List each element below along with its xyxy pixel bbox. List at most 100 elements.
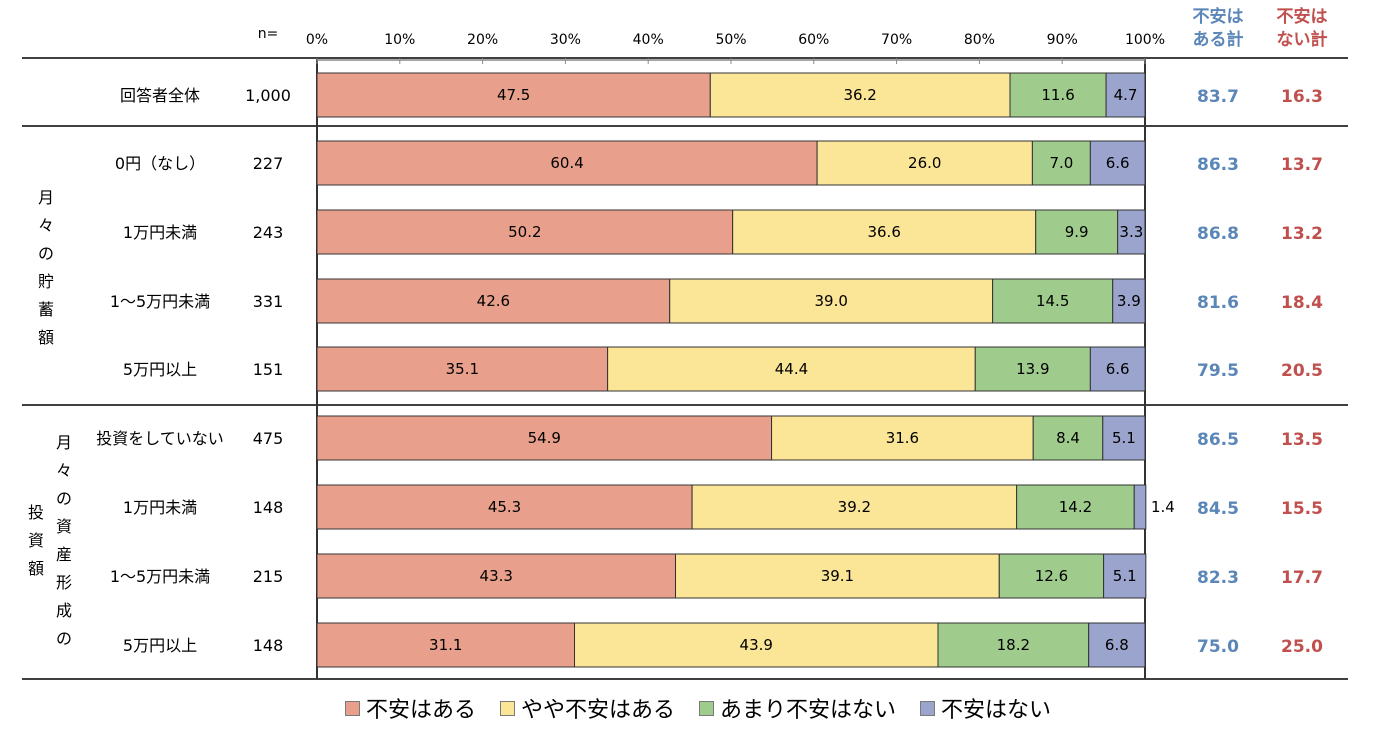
data-label: 7.0	[1049, 154, 1073, 172]
bar-segment-anxious	[316, 484, 693, 530]
bar-segment-not-anxious	[1088, 622, 1146, 668]
bar-segment-somewhat-anxious	[669, 278, 994, 324]
n-value: 1,000	[245, 86, 291, 105]
bar-segment-somewhat-anxious	[816, 140, 1033, 186]
data-label: 43.9	[740, 636, 773, 654]
legend-item: あまり不安はない	[699, 692, 896, 724]
sum-some-anxiety-value: 86.5	[1197, 430, 1239, 450]
data-label: 36.2	[843, 86, 876, 104]
legend-label: 不安はある	[366, 698, 477, 723]
sum-some-anxiety-value: 81.6	[1197, 293, 1239, 313]
bar-segment-not-anxious	[1105, 72, 1146, 118]
sum-no-anxiety-value: 13.2	[1281, 224, 1323, 244]
data-label: 39.2	[838, 498, 871, 516]
legend-swatch	[920, 700, 936, 716]
sum-no-anxiety-value: 17.7	[1281, 568, 1323, 588]
bar-segment-not-very-anxious	[1009, 72, 1107, 118]
x-tick-label: 80%	[964, 32, 995, 48]
group-label-savings-char: 額	[38, 328, 54, 347]
bar-segment-not-anxious	[1133, 484, 1147, 530]
sum-some-anxiety-value: 82.3	[1197, 568, 1239, 588]
legend-swatch	[500, 700, 516, 716]
sum-some-anxiety-value: 83.7	[1197, 87, 1239, 107]
bar-segment-somewhat-anxious	[607, 346, 976, 392]
data-label: 31.1	[429, 636, 462, 654]
sum-no-anxiety-value: 20.5	[1281, 361, 1323, 381]
row-label: 5万円以上	[123, 636, 197, 655]
data-label: 35.1	[446, 360, 479, 378]
data-label: 26.0	[908, 154, 941, 172]
group-label-investment-char: 成	[56, 601, 72, 620]
row-label: 1万円未満	[123, 498, 197, 517]
data-label: 31.6	[886, 429, 919, 447]
n-value: 243	[253, 223, 284, 242]
x-tick-label: 100%	[1125, 32, 1165, 48]
data-label: 39.0	[814, 292, 847, 310]
x-tick-label: 40%	[633, 32, 664, 48]
data-label: 44.4	[775, 360, 808, 378]
row-label: 投資をしていない	[96, 429, 224, 448]
legend: 不安はある やや不安はある あまり不安はない 不安はない	[345, 692, 1051, 724]
group-label-investment-char: 資	[28, 531, 44, 550]
bar-segment-somewhat-anxious	[574, 622, 939, 668]
bar-segment-anxious	[316, 278, 671, 324]
data-label: 14.2	[1059, 498, 1092, 516]
data-label: 43.3	[480, 567, 513, 585]
legend-item: やや不安はある	[500, 692, 675, 724]
data-label: 39.1	[821, 567, 854, 585]
x-tick-label: 20%	[467, 32, 498, 48]
group-label-investment-char: 資	[56, 517, 72, 536]
bar-segment-anxious	[316, 346, 609, 392]
legend-label: やや不安はある	[521, 698, 676, 723]
sum-no-anxiety-value: 15.5	[1281, 499, 1323, 519]
row-label: 5万円以上	[123, 360, 197, 379]
x-tick-label: 90%	[1047, 32, 1078, 48]
bar-segment-anxious	[316, 415, 773, 461]
x-tick-label: 0%	[306, 32, 328, 48]
sum-some-anxiety-value: 86.3	[1197, 155, 1239, 175]
x-tick-label: 50%	[715, 32, 746, 48]
sum-header-some-anxiety: 不安は	[1193, 6, 1244, 27]
n-value: 475	[253, 429, 284, 448]
x-tick-label: 60%	[798, 32, 829, 48]
n-value: 215	[253, 567, 284, 586]
sum-no-anxiety-value: 16.3	[1281, 87, 1323, 107]
n-header: n=	[258, 26, 279, 42]
x-tick-label: 70%	[881, 32, 912, 48]
bar-segment-somewhat-anxious	[675, 553, 1000, 599]
data-label: 11.6	[1041, 86, 1074, 104]
row-label: 1万円未満	[123, 223, 197, 242]
data-label: 12.6	[1035, 567, 1068, 585]
n-value: 148	[253, 498, 284, 517]
n-value: 331	[253, 292, 284, 311]
group-label-investment-char: 々	[56, 461, 72, 480]
bar-segment-not-anxious	[1112, 278, 1146, 324]
legend-swatch	[699, 700, 715, 716]
bar-segment-not-anxious	[1089, 346, 1146, 392]
sum-some-anxiety-value: 75.0	[1197, 637, 1239, 657]
bar-segment-anxious	[316, 72, 711, 118]
group-label-savings-char: 蓄	[38, 300, 54, 319]
data-label: 6.8	[1105, 636, 1129, 654]
legend-label: 不安はない	[941, 698, 1052, 723]
sum-no-anxiety-value: 13.5	[1281, 430, 1323, 450]
x-tick-label: 30%	[550, 32, 581, 48]
bar-segment-not-anxious	[1102, 415, 1146, 461]
sum-header-no-anxiety: 不安は	[1277, 6, 1328, 27]
bar-segment-not-anxious	[1103, 553, 1147, 599]
bar-segment-anxious	[316, 622, 576, 668]
group-label-investment-char: 投	[28, 503, 44, 522]
bar-segment-not-very-anxious	[1016, 484, 1135, 530]
data-label: 18.2	[997, 636, 1030, 654]
x-tick-label: 10%	[384, 32, 415, 48]
sum-some-anxiety-value: 79.5	[1197, 361, 1239, 381]
group-label-savings-char: 貯	[38, 272, 54, 291]
data-label: 45.3	[488, 498, 521, 516]
row-label: 1～5万円未満	[110, 292, 210, 311]
group-label-investment-char: の	[56, 489, 72, 508]
bar-segment-somewhat-anxious	[709, 72, 1011, 118]
sum-no-anxiety-value: 13.7	[1281, 155, 1323, 175]
group-label-savings-char: 月	[38, 188, 54, 207]
sum-header-no-anxiety: ない計	[1277, 29, 1328, 50]
